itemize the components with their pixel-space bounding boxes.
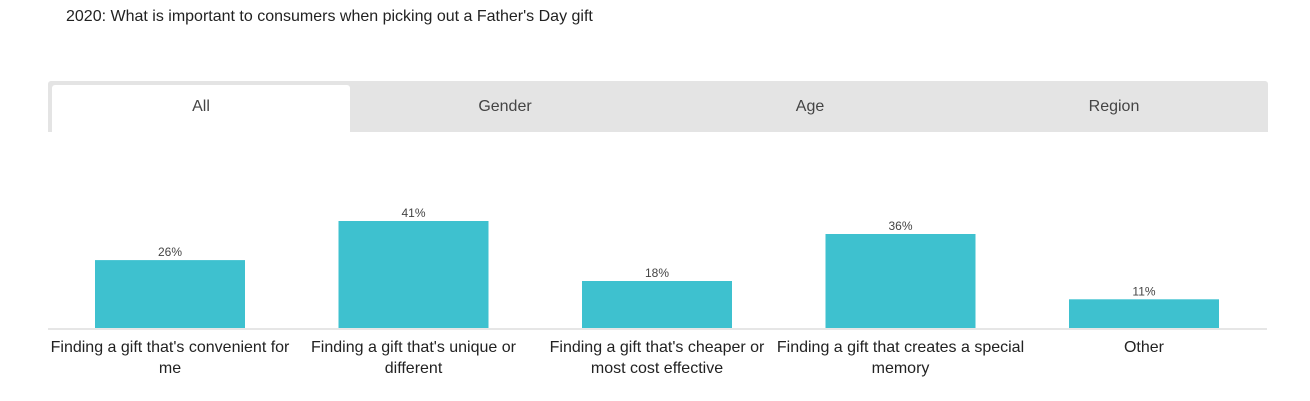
category-label-3: Finding a gift that creates a special me… <box>776 339 1025 377</box>
bar-value-label-0: 26% <box>158 245 182 259</box>
category-label-0: Finding a gift that's convenient for me <box>50 339 290 377</box>
bar-value-label-2: 18% <box>645 266 669 280</box>
bar-1[interactable] <box>338 221 489 328</box>
tab-age[interactable]: Age <box>795 98 825 115</box>
tab-region[interactable]: Region <box>1088 98 1140 115</box>
bar-value-label-3: 36% <box>888 219 912 233</box>
category-label-4: Other <box>1123 339 1164 356</box>
category-label-1: Finding a gift that's unique or differen… <box>311 339 516 377</box>
bar-4[interactable] <box>1069 299 1219 328</box>
chart-title: 2020: What is important to consumers whe… <box>66 8 593 25</box>
tab-gender[interactable]: Gender <box>478 98 532 115</box>
bar-0[interactable] <box>95 260 245 328</box>
category-label-2: Finding a gift that's cheaper or most co… <box>549 339 765 377</box>
tab-all[interactable]: All <box>52 85 350 132</box>
bar-value-label-1: 41% <box>401 206 425 220</box>
bar-3[interactable] <box>825 234 976 328</box>
bar-2[interactable] <box>582 281 732 328</box>
bar-value-label-4: 11% <box>1132 284 1155 298</box>
segment-tabs: All Gender Age Region <box>48 81 1268 132</box>
